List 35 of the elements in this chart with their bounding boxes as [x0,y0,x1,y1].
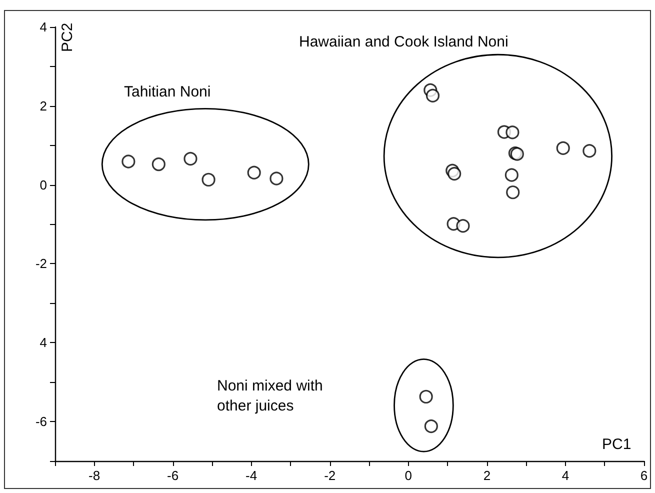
point [152,158,166,172]
point [456,219,470,233]
x-tick-label: -8 [88,468,100,483]
y-tick-label: -6 [35,414,47,430]
point [270,172,284,186]
y-axis-title: PC2 [59,22,76,52]
point [582,144,596,158]
x-axis-title: PC1 [602,436,632,453]
y-tick-label: -2 [35,256,47,272]
point [424,419,438,434]
point [426,88,440,102]
annotation: Tahitian Noni [124,84,211,100]
annotation: Hawaiian and Cook Island Noni [299,34,508,50]
y-tick-label: 0 [40,177,47,192]
point [504,168,518,182]
annotation: Noni mixed with other juices [217,378,323,414]
x-tick-label: 2 [483,468,491,483]
point [202,172,216,186]
x-tick-label: -4 [246,468,258,483]
x-tick-label: 6 [640,468,648,483]
point [419,390,433,404]
x-tick-label: -6 [167,468,179,483]
point [556,141,570,155]
point [506,186,520,200]
y-tick-label: 4 [40,335,47,350]
point [506,126,520,140]
y-tick-label: 2 [40,98,47,114]
point [448,166,462,181]
x-tick-label: -2 [324,468,336,483]
x-tick-label: 4 [562,468,570,483]
point [247,166,261,180]
x-tick-label: 0 [404,468,412,483]
point [122,154,136,168]
y-tick-label: 4 [40,20,47,34]
point [184,152,198,166]
